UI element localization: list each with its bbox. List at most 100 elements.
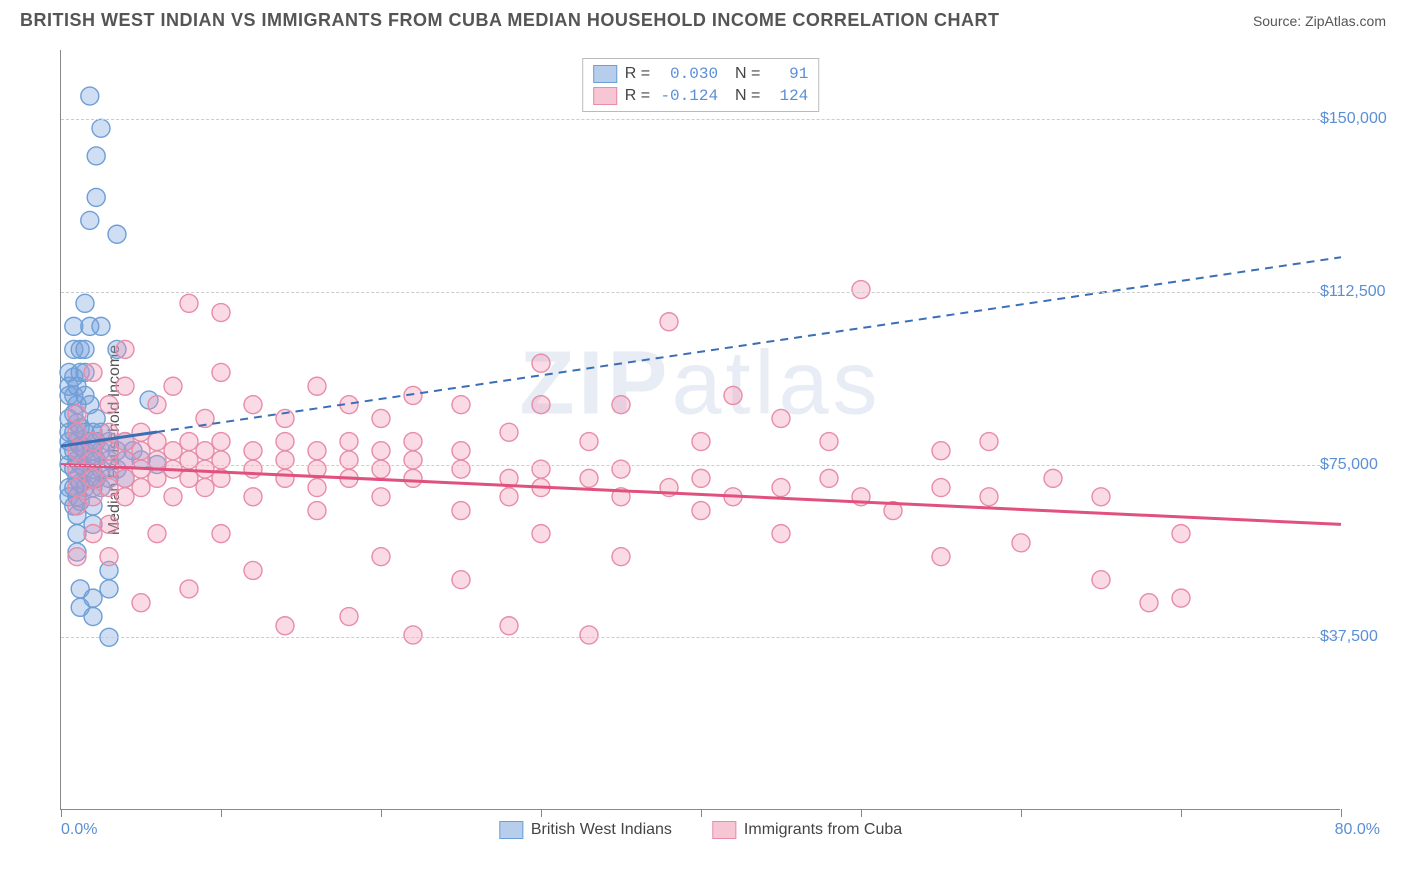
x-tick	[61, 809, 62, 817]
scatter-point	[772, 525, 790, 543]
scatter-point	[1172, 525, 1190, 543]
scatter-point	[84, 363, 102, 381]
stats-r-label: R =	[625, 87, 650, 105]
scatter-point	[1044, 469, 1062, 487]
scatter-point	[68, 548, 86, 566]
scatter-point	[532, 460, 550, 478]
scatter-point	[1140, 594, 1158, 612]
scatter-point	[68, 460, 86, 478]
scatter-point	[308, 479, 326, 497]
stats-n-value: 91	[768, 65, 808, 83]
x-tick	[861, 809, 862, 817]
scatter-point	[132, 442, 150, 460]
scatter-point	[1172, 589, 1190, 607]
scatter-point	[932, 548, 950, 566]
stats-n-value: 124	[768, 87, 808, 105]
legend-swatch	[712, 821, 736, 839]
scatter-point	[116, 488, 134, 506]
chart-source: Source: ZipAtlas.com	[1253, 13, 1386, 29]
scatter-point	[580, 469, 598, 487]
x-tick	[1181, 809, 1182, 817]
scatter-point	[724, 386, 742, 404]
scatter-point	[276, 433, 294, 451]
stats-n-label: N =	[726, 65, 760, 83]
stats-r-value: 0.030	[658, 65, 718, 83]
scatter-point	[76, 294, 94, 312]
scatter-point	[100, 548, 118, 566]
series-legend: British West IndiansImmigrants from Cuba	[499, 821, 902, 839]
scatter-point	[196, 479, 214, 497]
stats-r-value: -0.124	[658, 87, 718, 105]
scatter-point	[100, 479, 118, 497]
stats-legend-box: R = 0.030 N = 91 R = -0.124 N = 124	[582, 58, 820, 112]
scatter-point	[612, 460, 630, 478]
scatter-point	[164, 442, 182, 460]
scatter-point	[92, 119, 110, 137]
scatter-point	[340, 608, 358, 626]
scatter-point	[84, 469, 102, 487]
scatter-point	[100, 442, 118, 460]
gridline-h	[61, 119, 1340, 120]
scatter-point	[404, 626, 422, 644]
scatter-point	[244, 396, 262, 414]
scatter-point	[76, 340, 94, 358]
scatter-point	[116, 469, 134, 487]
scatter-point	[612, 396, 630, 414]
scatter-point	[68, 405, 86, 423]
scatter-point	[180, 580, 198, 598]
scatter-point	[196, 460, 214, 478]
scatter-point	[68, 479, 86, 497]
scatter-point	[132, 594, 150, 612]
scatter-point	[340, 451, 358, 469]
scatter-point	[148, 451, 166, 469]
scatter-point	[692, 502, 710, 520]
scatter-point	[84, 608, 102, 626]
scatter-point	[372, 409, 390, 427]
scatter-point	[244, 488, 262, 506]
x-axis-max-label: 80.0%	[1335, 821, 1380, 839]
scatter-point	[100, 460, 118, 478]
chart-title: BRITISH WEST INDIAN VS IMMIGRANTS FROM C…	[20, 10, 999, 31]
scatter-point	[772, 479, 790, 497]
scatter-point	[276, 451, 294, 469]
x-tick	[541, 809, 542, 817]
scatter-point	[404, 451, 422, 469]
scatter-point	[81, 87, 99, 105]
x-tick	[221, 809, 222, 817]
scatter-point	[308, 502, 326, 520]
stats-row: R = 0.030 N = 91	[593, 63, 809, 85]
scatter-point	[100, 580, 118, 598]
gridline-h	[61, 465, 1340, 466]
scatter-point	[308, 377, 326, 395]
scatter-point	[180, 294, 198, 312]
stats-n-label: N =	[726, 87, 760, 105]
scatter-point	[148, 433, 166, 451]
chart-header: BRITISH WEST INDIAN VS IMMIGRANTS FROM C…	[0, 0, 1406, 36]
scatter-point	[308, 442, 326, 460]
scatter-point	[164, 488, 182, 506]
scatter-point	[84, 525, 102, 543]
scatter-point	[404, 469, 422, 487]
scatter-point	[980, 488, 998, 506]
trend-line-dashed	[157, 257, 1341, 432]
scatter-point	[852, 281, 870, 299]
x-tick	[381, 809, 382, 817]
legend-item: British West Indians	[499, 821, 672, 839]
scatter-point	[372, 460, 390, 478]
plot-svg	[61, 50, 1340, 809]
scatter-point	[1012, 534, 1030, 552]
scatter-point	[148, 396, 166, 414]
stats-r-label: R =	[625, 65, 650, 83]
scatter-point	[372, 488, 390, 506]
plot-area: ZIPatlas R =0.030 N =91R =-0.124 N =124 …	[60, 50, 1340, 810]
scatter-point	[500, 488, 518, 506]
scatter-point	[612, 548, 630, 566]
scatter-point	[100, 515, 118, 533]
scatter-point	[84, 488, 102, 506]
scatter-point	[772, 409, 790, 427]
scatter-point	[212, 451, 230, 469]
scatter-point	[108, 225, 126, 243]
scatter-point	[84, 589, 102, 607]
scatter-point	[276, 617, 294, 635]
scatter-point	[196, 442, 214, 460]
